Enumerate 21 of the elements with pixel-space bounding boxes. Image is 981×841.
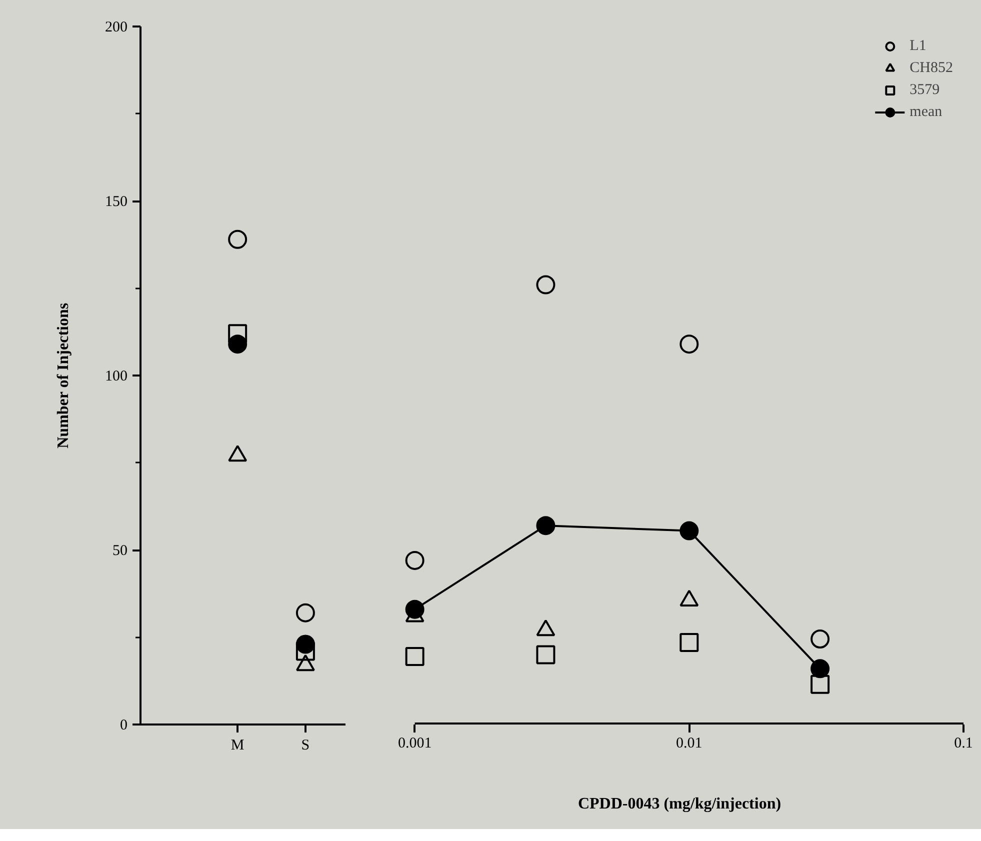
x-tick-label: 0.1 — [954, 736, 973, 752]
legend-label: CH852 — [910, 60, 953, 76]
legend-label: 3579 — [910, 82, 940, 98]
y-tick-label: 150 — [105, 194, 128, 210]
legend-label: L1 — [910, 38, 928, 54]
legend-label: mean — [910, 104, 942, 120]
point — [296, 634, 315, 654]
x-tick-label: 0.01 — [676, 736, 702, 752]
y-axis-title: Number of Injections — [55, 302, 72, 448]
y-tick-label: 200 — [105, 20, 128, 36]
point — [296, 603, 315, 622]
point — [228, 230, 248, 249]
x-tick-label: S — [301, 738, 310, 754]
y-tick-label: 0 — [120, 718, 128, 734]
point — [228, 334, 248, 354]
x-axis-title: CPDD-0043 (mg/kg/injection) — [578, 796, 782, 812]
y-tick-label: 50 — [112, 543, 128, 559]
x-tick-label: 0.001 — [398, 736, 432, 752]
x-tick-label: M — [230, 738, 244, 754]
y-tick-label: 100 — [105, 368, 128, 384]
point — [228, 324, 248, 344]
